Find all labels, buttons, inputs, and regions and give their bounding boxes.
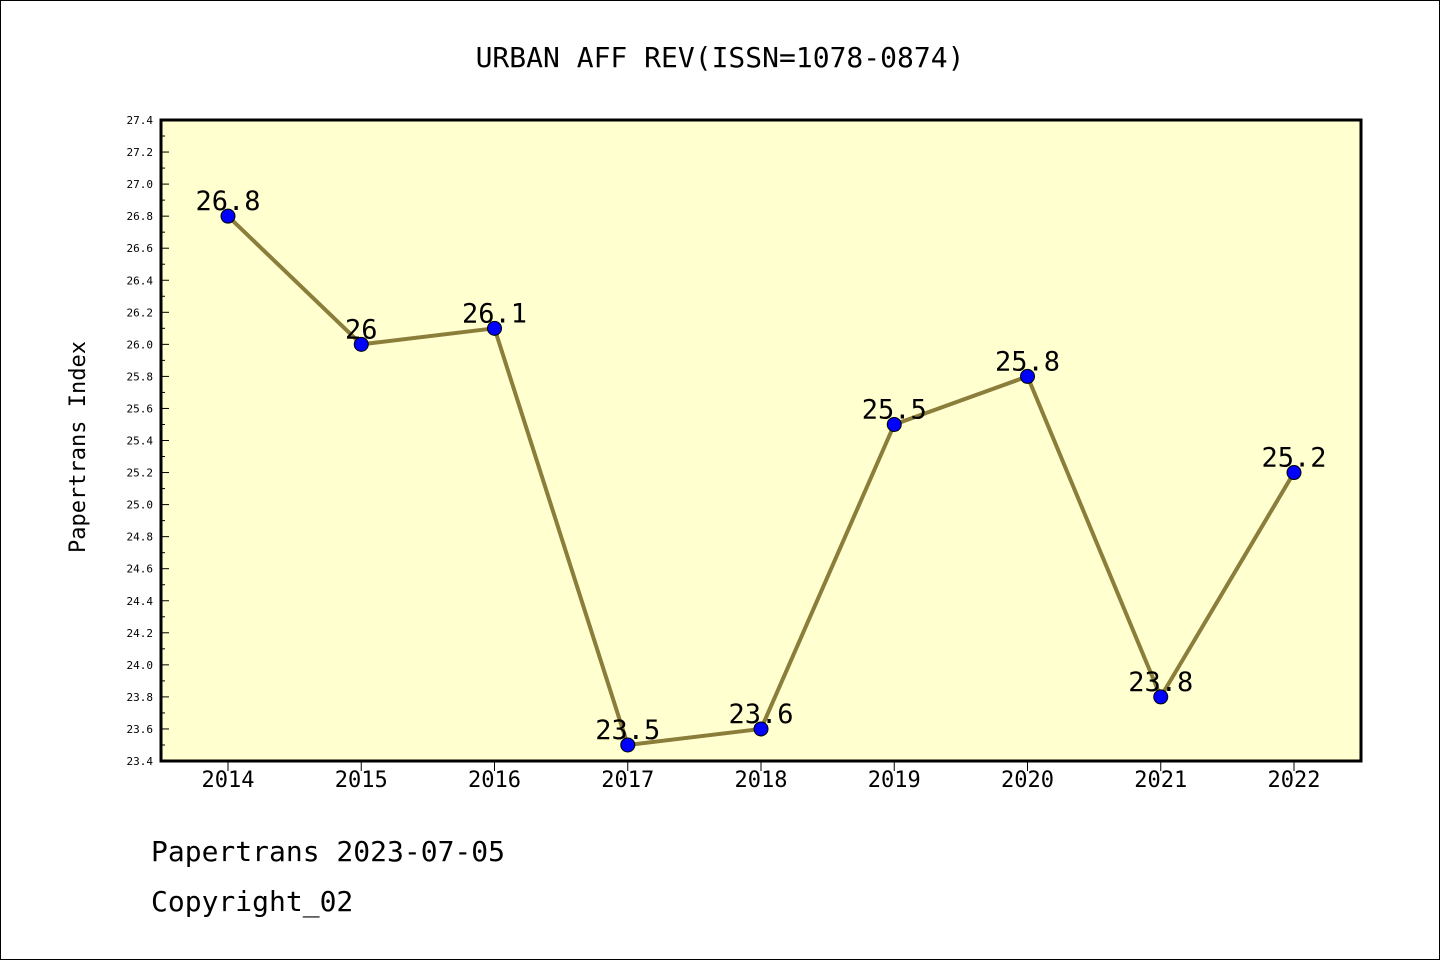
data-point-marker [1020, 368, 1035, 384]
footer-copyright-text: Copyright_02 [151, 885, 354, 918]
data-label: 26 [345, 314, 378, 345]
y-tick-label: 23.4 [127, 755, 154, 768]
x-tick-label: 2014 [202, 768, 255, 793]
y-tick-label: 25.6 [127, 402, 154, 415]
y-axis-label: Papertrans Index [66, 341, 91, 553]
y-axis: 23.4 23.6 23.8 24.0 24.2 24.4 24.6 24.8 25.0 25.2… [127, 114, 169, 768]
y-tick-label: 24.6 [127, 563, 154, 576]
y-tick-label: 25.0 [127, 499, 154, 512]
y-tick-label: 26.4 [127, 274, 154, 287]
data-label: 25.2 [1261, 443, 1326, 474]
y-tick-label: 24.0 [127, 659, 154, 672]
data-point-marker [487, 320, 502, 336]
y-tick-label: 26.0 [127, 338, 154, 351]
data-label: 26.1 [462, 298, 527, 329]
x-tick-label: 2020 [1001, 768, 1054, 793]
y-tick-label: 25.2 [127, 467, 154, 480]
data-label: 23.5 [595, 715, 660, 746]
y-tick-label: 27.2 [127, 146, 154, 159]
data-label: 23.6 [728, 699, 793, 730]
chart-title: URBAN AFF REV(ISSN=1078-0874) [476, 41, 965, 74]
data-label: 25.5 [862, 394, 927, 425]
x-tick-label: 2018 [735, 768, 788, 793]
y-tick-label: 23.6 [127, 723, 154, 736]
data-point-marker [620, 737, 636, 753]
series-layer: 26.8 26 26.1 23.5 23.6 25.5 25.8 23.8 25.2 [195, 186, 1327, 753]
footer-date-text: Papertrans 2023-07-05 [151, 835, 506, 868]
y-tick-label: 24.2 [127, 627, 154, 640]
x-tick-label: 2022 [1268, 768, 1321, 793]
x-axis: 2014 2015 2016 2017 2018 2019 2020 2021 2022 [202, 761, 1321, 793]
plot-border [159, 118, 1363, 763]
x-tick-label: 2015 [335, 768, 388, 793]
x-tick-label: 2019 [868, 768, 921, 793]
data-label: 23.8 [1128, 667, 1193, 698]
y-tick-label: 23.8 [127, 691, 154, 704]
x-tick-label: 2021 [1134, 768, 1187, 793]
data-label: 26.8 [195, 186, 260, 217]
data-point-marker [220, 208, 236, 224]
data-point-marker [753, 721, 769, 737]
y-tick-label: 26.8 [127, 210, 154, 223]
y-tick-label: 24.8 [127, 531, 154, 544]
y-tick-label: 25.8 [127, 370, 154, 383]
x-tick-label: 2016 [468, 768, 521, 793]
y-tick-label: 26.6 [127, 242, 154, 255]
y-tick-label: 25.4 [127, 435, 154, 448]
plot-area [161, 120, 1361, 761]
y-tick-label: 27.4 [127, 114, 154, 127]
data-label: 25.8 [995, 346, 1060, 377]
data-point-marker [1153, 689, 1169, 705]
data-point-marker [353, 336, 369, 352]
data-point-marker [886, 416, 902, 432]
y-tick-label: 27.0 [127, 178, 154, 191]
y-tick-label: 24.4 [127, 595, 154, 608]
data-point-marker [1286, 465, 1302, 481]
y-tick-label: 26.2 [127, 306, 154, 319]
x-tick-label: 2017 [601, 768, 654, 793]
